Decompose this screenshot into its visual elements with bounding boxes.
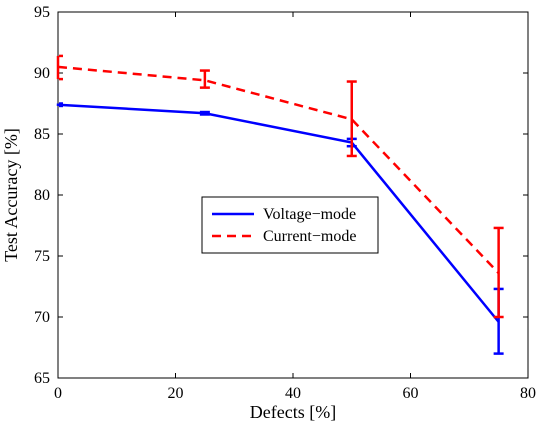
- series-layer: [56, 54, 504, 355]
- voltage-mode-line: [57, 103, 500, 323]
- x-tick-label: 0: [54, 385, 62, 402]
- y-tick-label: 75: [34, 248, 50, 265]
- current-mode-error-bar: [346, 80, 357, 158]
- current-mode-error-bar: [56, 54, 63, 81]
- voltage-mode-error-bar: [199, 110, 210, 116]
- y-tick-label: 65: [34, 370, 50, 387]
- legend-box: [201, 196, 379, 254]
- x-axis-title: Defects [%]: [250, 402, 336, 422]
- y-tick-label: 70: [34, 309, 50, 326]
- y-tick-label: 90: [34, 65, 50, 82]
- x-tick-label: 20: [168, 385, 184, 402]
- y-tick-label: 85: [34, 126, 50, 143]
- legend-label-current-mode: Current−mode: [263, 228, 356, 245]
- y-tick-label: 80: [34, 187, 50, 204]
- legend-label-voltage-mode: Voltage−mode: [263, 206, 356, 223]
- x-tick-label: 60: [403, 385, 419, 402]
- plot-area: [57, 11, 529, 379]
- axis-ticks: 0 20 40 60 80 65 70 75 80 85 90 95: [34, 4, 536, 402]
- y-tick-label: 95: [34, 4, 50, 21]
- current-mode-error-bar: [199, 69, 210, 89]
- voltage-mode-error-bar: [56, 102, 63, 108]
- y-axis-title: Test Accuracy [%]: [1, 128, 21, 262]
- current-mode-line: [57, 65, 500, 274]
- x-tick-label: 40: [285, 385, 301, 402]
- legend: Voltage−mode Current−mode: [201, 196, 379, 254]
- current-mode-error-bar: [493, 226, 504, 319]
- x-tick-label: 80: [520, 385, 536, 402]
